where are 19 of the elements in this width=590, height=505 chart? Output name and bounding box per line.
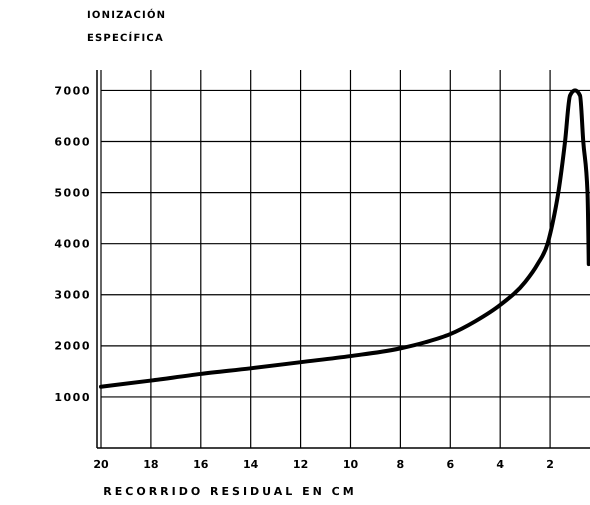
x-tick-label: 6 (446, 458, 454, 471)
x-tick-label: 8 (396, 458, 404, 471)
text: IONIZACIÓN ESPECÍFICA (87, 10, 166, 44)
x-tick-label: 18 (143, 458, 159, 471)
x-tick-label: 2 (546, 458, 554, 471)
y-tick-label: 6000 (54, 135, 91, 148)
x-tick-label: 20 (93, 458, 109, 471)
x-tick-label: 16 (193, 458, 209, 471)
x-axis-title: RECORRIDO RESIDUAL EN CM (103, 485, 357, 498)
x-tick-label: 12 (292, 458, 308, 471)
x-tick-label: 4 (496, 458, 504, 471)
y-tick-label: 5000 (54, 186, 91, 200)
y-tick-label: 1000 (54, 390, 91, 404)
y-tick-label: 4000 (54, 238, 91, 251)
y-tick-label: 7000 (54, 84, 91, 98)
x-tick-label: 10 (342, 458, 358, 471)
y-tick-label: 3000 (54, 288, 91, 302)
y-tick-label: 2000 (54, 340, 91, 353)
x-tick-label: 14 (243, 458, 259, 471)
